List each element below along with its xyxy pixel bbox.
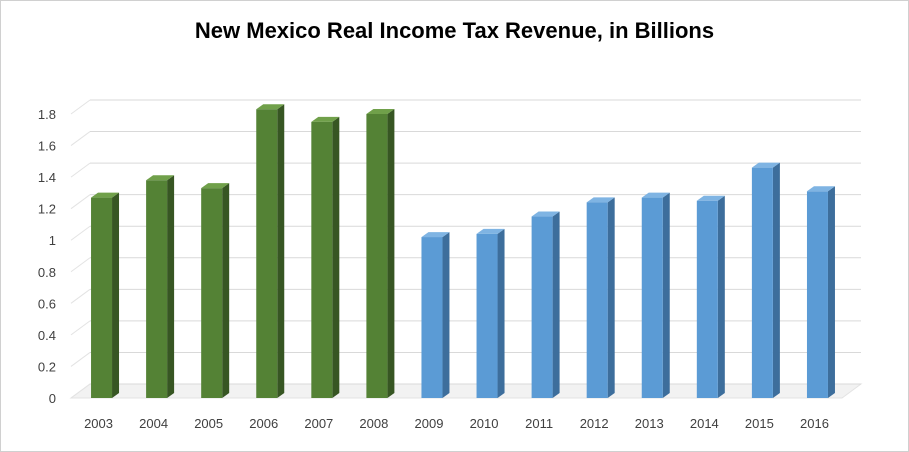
bar-side xyxy=(222,183,230,398)
bar-top xyxy=(586,197,615,203)
bar-2007 xyxy=(311,116,340,398)
bar-2010 xyxy=(476,228,505,398)
chart-title: New Mexico Real Income Tax Revenue, in B… xyxy=(194,18,715,43)
y-tick-label: 1.8 xyxy=(38,107,56,122)
bar-2012 xyxy=(586,197,615,398)
bar-2016 xyxy=(806,186,835,398)
x-axis-ticks: 2003 2004 2005 2006 2007 2008 2009 2010 2011 2012… xyxy=(84,416,829,431)
bar-top xyxy=(146,175,175,181)
x-tick-label: 2013 xyxy=(635,416,664,431)
bar-front xyxy=(806,191,828,398)
bar-front xyxy=(146,180,168,398)
gridline-depth xyxy=(70,131,91,146)
gridline-depth xyxy=(70,320,91,336)
bar-top xyxy=(91,192,120,198)
bar-2005 xyxy=(201,183,230,398)
bar-2011 xyxy=(531,211,560,398)
bar-side xyxy=(827,186,835,398)
y-tick-label: 1.4 xyxy=(38,170,56,185)
bar-front xyxy=(366,114,388,398)
bar-front xyxy=(696,200,718,398)
bar-front xyxy=(586,202,608,398)
gridline-depth xyxy=(70,162,91,178)
bar-2003 xyxy=(91,192,120,398)
bar-2006 xyxy=(256,104,285,399)
chart-floor xyxy=(69,383,863,399)
y-tick-label: 0.2 xyxy=(38,359,56,374)
bar-front xyxy=(476,233,498,398)
bar-top xyxy=(531,211,560,217)
gridline-depth xyxy=(70,352,91,367)
x-tick-label: 2009 xyxy=(415,416,444,431)
y-tick-label: 0.8 xyxy=(38,265,56,280)
bar-2013 xyxy=(641,192,670,398)
bar-front xyxy=(256,109,278,399)
bar-side xyxy=(332,116,340,398)
x-tick-label: 2008 xyxy=(359,416,388,431)
bar-2008 xyxy=(366,109,395,398)
bar-side xyxy=(662,192,670,398)
bar-side xyxy=(442,232,450,398)
bar-2014 xyxy=(696,195,725,398)
x-tick-label: 2004 xyxy=(139,416,168,431)
bars xyxy=(91,104,835,399)
x-tick-label: 2007 xyxy=(304,416,333,431)
x-tick-label: 2006 xyxy=(249,416,278,431)
gridline-depth xyxy=(70,383,91,399)
gridline-depth xyxy=(70,194,91,210)
bar-top xyxy=(641,192,670,198)
bar-top xyxy=(366,109,395,114)
bar-top xyxy=(421,232,450,238)
bar-2004 xyxy=(146,175,175,398)
bar-front xyxy=(201,188,223,398)
x-tick-label: 2012 xyxy=(580,416,609,431)
bar-top xyxy=(311,116,340,122)
y-tick-label: 0.4 xyxy=(38,328,56,343)
bar-front xyxy=(311,121,333,398)
x-tick-label: 2003 xyxy=(84,416,113,431)
bar-side xyxy=(497,228,505,398)
bar-2009 xyxy=(421,232,450,398)
bar-side xyxy=(607,197,615,398)
gridline-depth xyxy=(70,288,91,304)
gridlines xyxy=(69,99,863,399)
bar-top xyxy=(201,183,230,189)
bar-side xyxy=(552,211,560,398)
y-tick-label: 1 xyxy=(49,233,56,248)
gridline-depth xyxy=(70,99,91,115)
bar-front xyxy=(641,197,663,398)
bar-top xyxy=(256,104,285,110)
bar-front xyxy=(751,167,773,398)
bar-top xyxy=(751,162,780,168)
x-tick-label: 2010 xyxy=(470,416,499,431)
bar-front xyxy=(531,216,553,398)
bar-side xyxy=(112,192,120,398)
y-tick-label: 1.6 xyxy=(38,139,56,154)
x-tick-label: 2016 xyxy=(800,416,829,431)
gridline-depth xyxy=(70,257,91,273)
bar-side xyxy=(717,195,725,398)
y-tick-label: 1.2 xyxy=(38,202,56,217)
y-tick-label: 0 xyxy=(49,391,56,406)
bar-side xyxy=(387,109,395,398)
bar-side xyxy=(277,104,285,399)
bar-side xyxy=(167,175,175,398)
bar-top xyxy=(696,195,725,201)
y-axis-ticks: 0 0.2 0.4 0.6 0.8 1 1.2 1.4 1.6 1.8 xyxy=(38,107,56,406)
bar-top xyxy=(476,228,505,234)
y-tick-label: 0.6 xyxy=(38,296,56,311)
bar-top xyxy=(806,186,835,192)
bar-front xyxy=(421,237,443,398)
x-tick-label: 2005 xyxy=(194,416,223,431)
bar-side xyxy=(772,162,780,398)
x-tick-label: 2014 xyxy=(690,416,719,431)
x-tick-label: 2015 xyxy=(745,416,774,431)
bar-2015 xyxy=(751,162,780,398)
gridline-depth xyxy=(70,225,91,241)
x-tick-label: 2011 xyxy=(525,416,553,431)
bar-front xyxy=(91,197,113,398)
